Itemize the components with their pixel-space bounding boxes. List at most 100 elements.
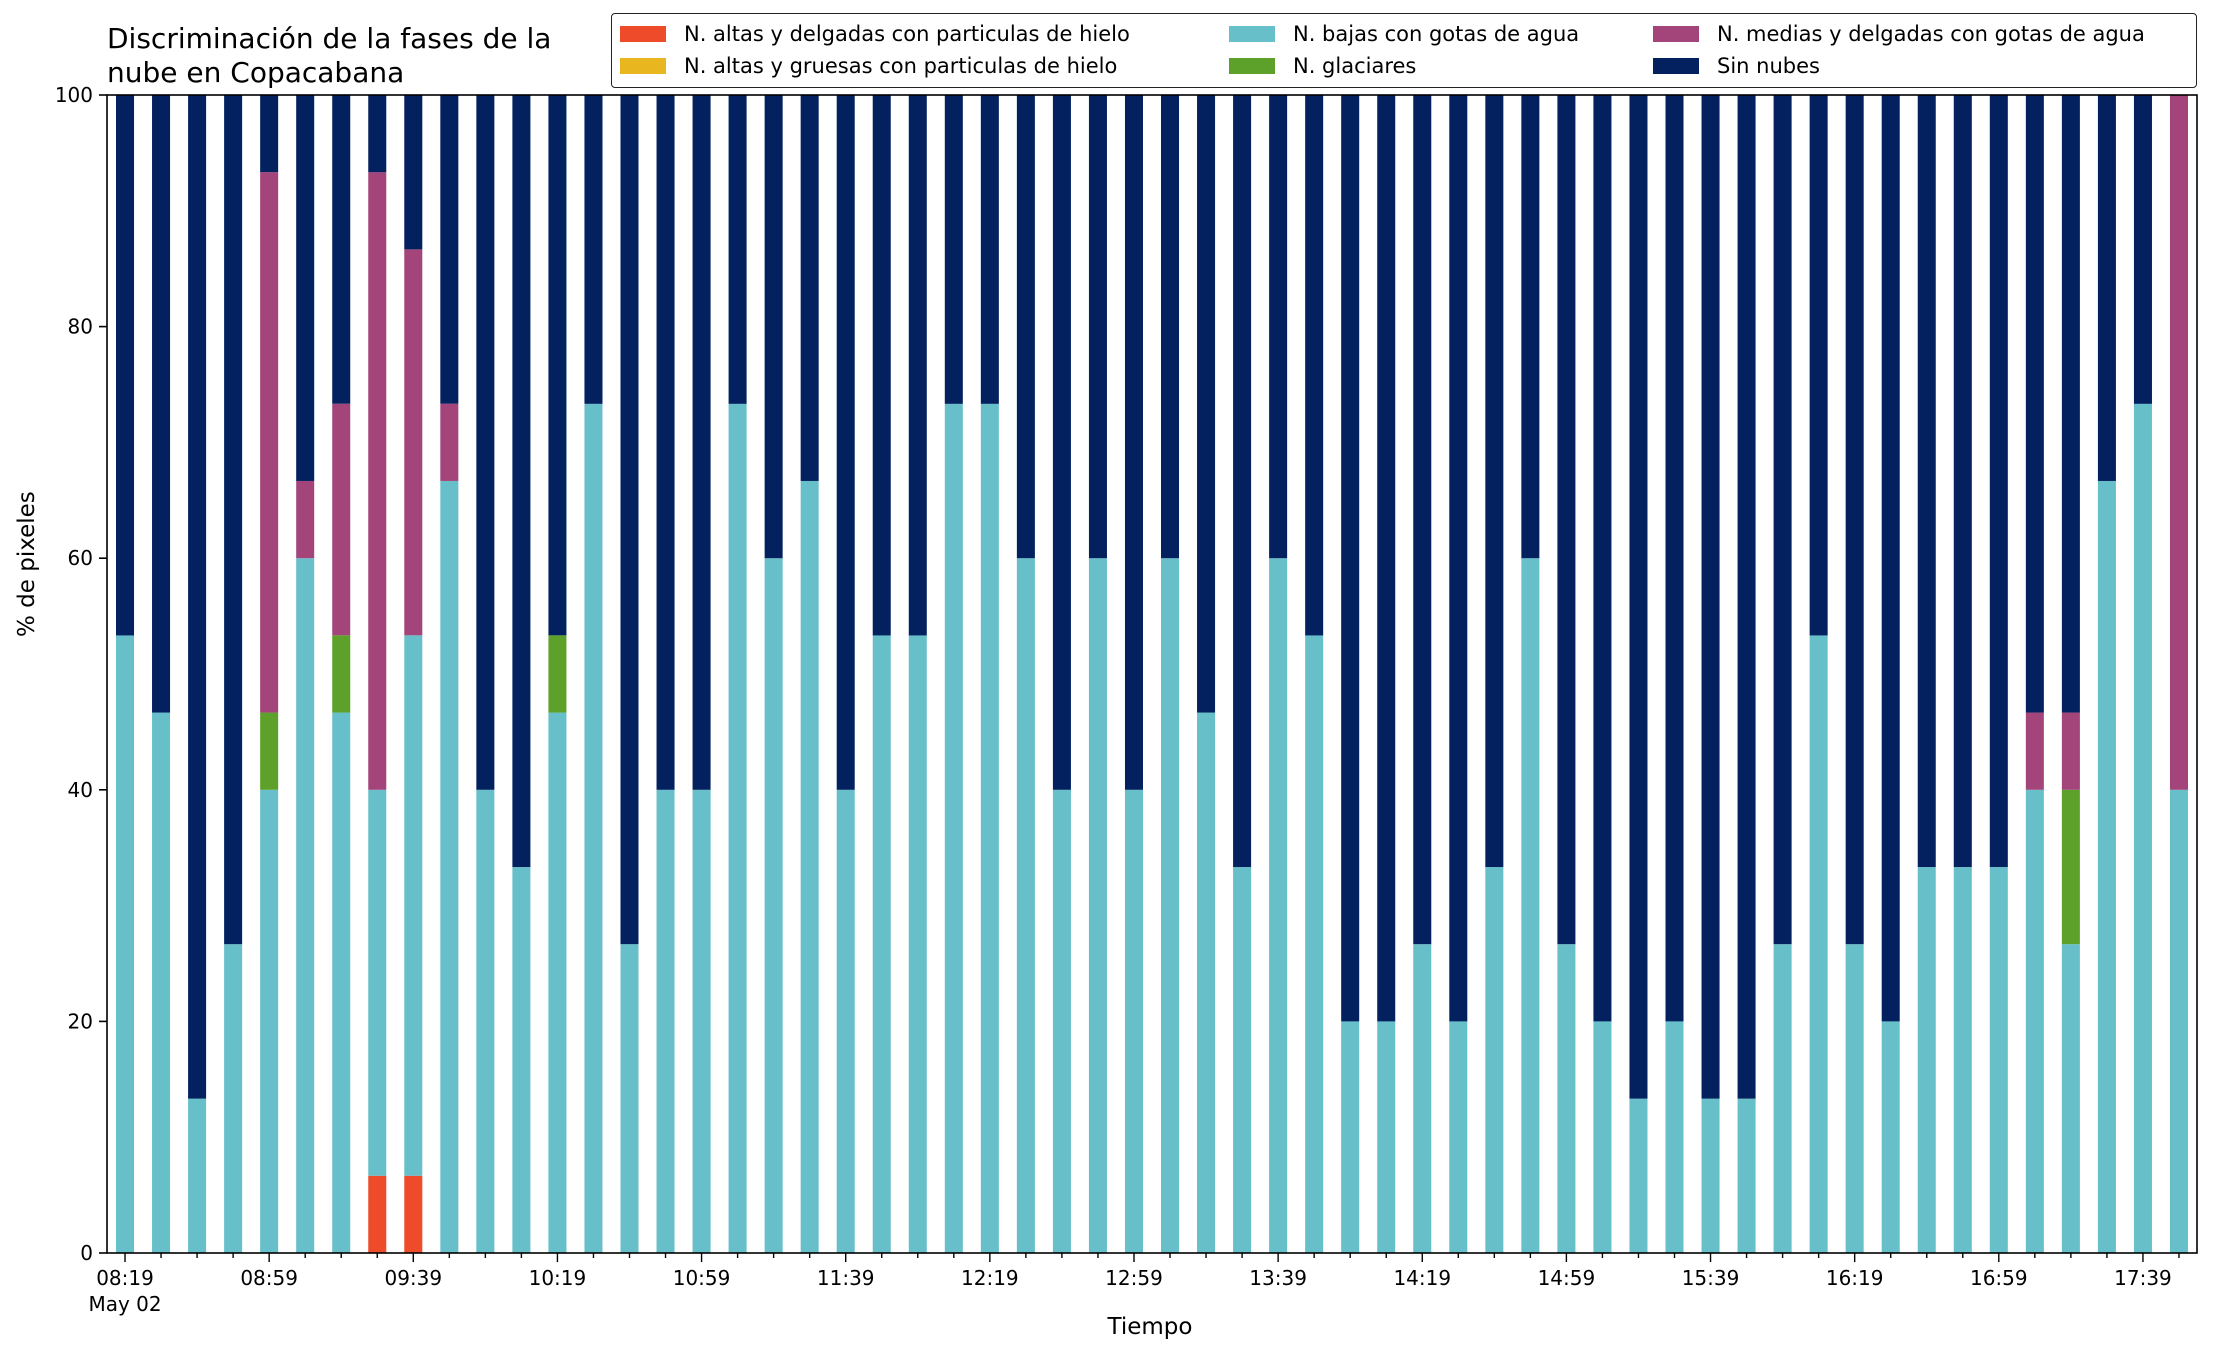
bar-segment — [908, 95, 927, 636]
bar-segment — [1557, 944, 1576, 1253]
x-axis-label: Tiempo — [1107, 1314, 1193, 1340]
bar-segment — [1701, 95, 1720, 1099]
bar-segment — [1881, 1021, 1900, 1253]
legend-entry: N. glaciares — [1229, 51, 1416, 81]
bar-segment — [476, 789, 495, 1253]
bars-layer — [116, 94, 2188, 1254]
x-tick-label: 17:39 — [2114, 1266, 2172, 1290]
bar-segment — [2133, 403, 2152, 1254]
bar-segment — [1521, 95, 1540, 559]
bar-segment — [512, 95, 531, 868]
x-tick-sublabel: May 02 — [88, 1292, 161, 1316]
bar-segment — [2061, 712, 2080, 790]
legend: N. altas y delgadas con particulas de hi… — [611, 13, 2197, 88]
bar-segment — [1593, 1021, 1612, 1253]
bar-segment — [1233, 95, 1252, 868]
bar-segment — [1629, 1098, 1648, 1253]
legend-label: N. altas y delgadas con particulas de hi… — [684, 22, 1130, 46]
legend-label: N. altas y gruesas con particulas de hie… — [684, 54, 1118, 78]
bar-segment — [980, 95, 999, 404]
bar-segment — [404, 95, 423, 250]
bar-segment — [2061, 95, 2080, 713]
legend-label: N. glaciares — [1293, 54, 1417, 78]
bar-segment — [332, 94, 351, 404]
bar-segment — [1305, 95, 1324, 636]
bar-segment — [116, 635, 135, 1253]
bar-segment — [2025, 712, 2044, 790]
bar-segment — [1016, 95, 1035, 559]
x-tick-label: 10:19 — [529, 1266, 587, 1290]
bar-segment — [1917, 95, 1936, 868]
bar-segment — [620, 944, 639, 1253]
bar-segment — [1845, 95, 1864, 945]
bar-segment — [1665, 1021, 1684, 1253]
bar-segment — [368, 789, 387, 1176]
bar-segment — [1197, 712, 1216, 1253]
bar-segment — [368, 95, 387, 173]
y-tick-label: 40 — [68, 778, 93, 802]
bar-segment — [1233, 867, 1252, 1253]
bar-segment — [2133, 95, 2152, 404]
legend-entry: N. altas y gruesas con particulas de hie… — [620, 51, 1117, 81]
legend-entry: N. medias y delgadas con gotas de agua — [1653, 19, 2145, 49]
bar-segment — [116, 95, 135, 636]
legend-label: Sin nubes — [1717, 54, 1820, 78]
y-tick-label: 80 — [68, 315, 93, 339]
bar-segment — [1052, 789, 1071, 1253]
bar-segment — [1413, 944, 1432, 1253]
plot-frame — [106, 94, 2198, 1254]
bar-segment — [548, 712, 567, 1253]
bar-segment — [332, 712, 351, 1253]
legend-entry: N. bajas con gotas de agua — [1229, 19, 1579, 49]
bar-segment — [836, 789, 855, 1253]
bar-segment — [620, 95, 639, 945]
bar-segment — [1845, 944, 1864, 1253]
bar-segment — [836, 95, 855, 790]
legend-swatch — [620, 26, 666, 42]
y-tick-label: 60 — [68, 546, 93, 570]
y-tick-label: 100 — [55, 83, 93, 107]
bar-segment — [944, 95, 963, 404]
bar-segment — [260, 789, 279, 1253]
bar-segment — [1197, 95, 1216, 713]
bar-segment — [1016, 558, 1035, 1253]
bar-segment — [1161, 558, 1180, 1253]
bar-segment — [512, 867, 531, 1253]
bar-segment — [1773, 944, 1792, 1253]
bar-segment — [224, 944, 243, 1253]
legend-swatch — [1229, 26, 1275, 42]
x-tick-label: 11:39 — [817, 1266, 875, 1290]
bar-segment — [944, 403, 963, 1254]
y-axis-label: % de pixeles — [14, 491, 40, 637]
bar-segment — [1341, 95, 1360, 1022]
bar-segment — [440, 480, 459, 1254]
legend-swatch — [1653, 58, 1699, 74]
bar-segment — [296, 558, 315, 1253]
bar-segment — [224, 95, 243, 945]
bar-segment — [1701, 1098, 1720, 1253]
bar-segment — [692, 95, 711, 790]
bar-segment — [656, 789, 675, 1253]
x-tick-label: 09:39 — [384, 1266, 442, 1290]
bar-segment — [1413, 95, 1432, 945]
bar-segment — [2025, 789, 2044, 1253]
bar-segment — [404, 635, 423, 1176]
bar-segment — [908, 635, 927, 1253]
x-tick-label: 15:39 — [1682, 1266, 1740, 1290]
x-tick-label: 12:59 — [1105, 1266, 1163, 1290]
legend-swatch — [620, 58, 666, 74]
bar-segment — [1449, 95, 1468, 1022]
bar-segment — [548, 635, 567, 713]
bar-segment — [152, 712, 171, 1253]
x-tick-label: 14:59 — [1538, 1266, 1596, 1290]
bar-segment — [1449, 1021, 1468, 1253]
bar-segment — [1809, 95, 1828, 636]
bar-segment — [1485, 95, 1504, 868]
x-tick-label: 13:39 — [1249, 1266, 1307, 1290]
legend-label: N. bajas con gotas de agua — [1293, 22, 1580, 46]
bar-segment — [1124, 95, 1143, 790]
y-tick-label: 20 — [68, 1009, 93, 1033]
bar-segment — [1124, 789, 1143, 1253]
bar-segment — [584, 403, 603, 1254]
legend-entry: N. altas y delgadas con particulas de hi… — [620, 19, 1130, 49]
